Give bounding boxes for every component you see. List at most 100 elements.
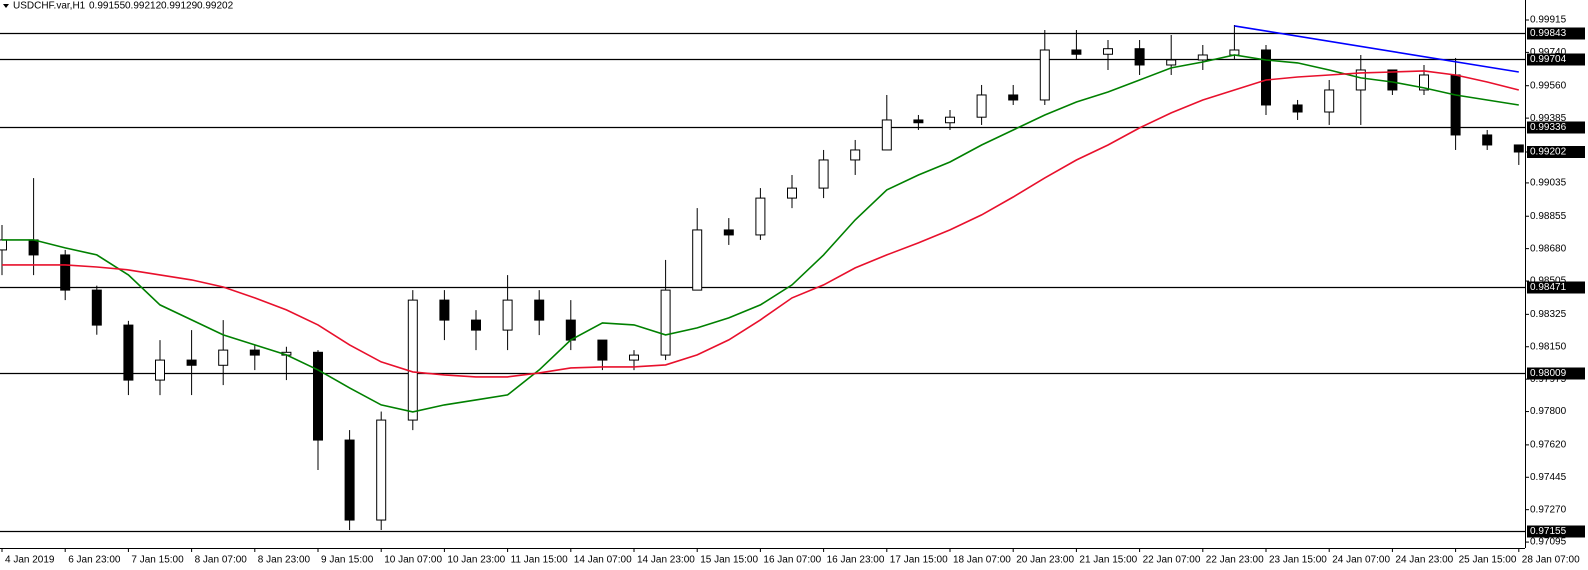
candle-body <box>1197 54 1208 61</box>
moving-average <box>2 70 1519 378</box>
bar-open: 0.99155 <box>89 1 126 12</box>
candle-body <box>0 239 7 251</box>
x-tick-label: 10 Jan 23:00 <box>447 555 505 566</box>
candle-body <box>28 239 39 256</box>
candle-body <box>502 299 513 331</box>
candle-body <box>629 354 639 361</box>
level-label: 0.99704 <box>1530 54 1567 65</box>
x-tick-label: 10 Jan 07:00 <box>384 555 442 566</box>
candle-body <box>91 289 102 326</box>
trendline <box>1234 25 1519 73</box>
candle-body <box>155 359 165 381</box>
candle-body <box>1071 49 1082 55</box>
candle-body <box>660 289 671 356</box>
candle-body <box>1450 74 1461 136</box>
y-tick-label: 0.97445 <box>1530 472 1567 483</box>
x-tick-label: 11 Jan 15:00 <box>511 555 569 566</box>
x-tick-label: 6 Jan 23:00 <box>68 555 121 566</box>
x-tick-label: 24 Jan 23:00 <box>1395 555 1453 566</box>
x-tick-label: 21 Jan 15:00 <box>1079 555 1137 566</box>
bar-close: 0.99202 <box>197 1 234 12</box>
x-tick-label: 22 Jan 23:00 <box>1206 555 1264 566</box>
y-tick-label: 0.99560 <box>1530 80 1567 91</box>
candle-body <box>787 187 797 199</box>
header: USDCHF.var,H1 0.99155 0.99212 0.99129 0.… <box>13 1 234 12</box>
candle-body <box>976 94 987 118</box>
candle-body <box>376 419 387 521</box>
x-tick-label: 4 Jan 2019 <box>5 555 55 566</box>
y-tick-label: 0.99035 <box>1530 178 1567 189</box>
candle-body <box>1261 49 1271 106</box>
candle-body <box>471 319 481 331</box>
candle-body <box>1387 69 1398 91</box>
candle-body <box>249 349 260 356</box>
candle-body <box>597 339 608 361</box>
y-tick-label: 0.98150 <box>1530 341 1567 352</box>
level-label-box <box>1527 121 1585 134</box>
candle-body <box>565 319 576 341</box>
y-tick-label: 0.99915 <box>1530 15 1567 26</box>
candle-body <box>186 359 197 366</box>
current-price-box <box>1527 145 1585 158</box>
candle-body <box>1355 69 1366 91</box>
x-tick-label: 8 Jan 23:00 <box>258 555 311 566</box>
candle-body <box>1008 94 1019 101</box>
level-label-box <box>1527 53 1585 66</box>
candle-body <box>1103 48 1113 55</box>
symbol: USDCHF.var,H1 <box>13 1 86 12</box>
x-tick-label: 28 Jan 07:00 <box>1522 555 1580 566</box>
candle-body <box>60 254 71 291</box>
candle-body <box>881 119 892 151</box>
level-label: 0.98471 <box>1530 282 1567 293</box>
y-tick-label: 0.97270 <box>1530 504 1567 515</box>
y-tick-label: 0.99740 <box>1530 47 1567 58</box>
current-price-label: 0.99202 <box>1530 147 1567 158</box>
y-tick-label: 0.98325 <box>1530 309 1567 320</box>
x-tick-label: 14 Jan 23:00 <box>637 555 695 566</box>
candle-body <box>1039 49 1050 101</box>
candle-body <box>1166 59 1177 66</box>
candle-body <box>313 351 323 441</box>
y-tick-label: 0.97095 <box>1530 537 1567 548</box>
candle-body <box>1419 74 1429 91</box>
y-tick-label: 0.98505 <box>1530 276 1567 287</box>
candle-body <box>818 159 829 189</box>
x-tick-label: 15 Jan 15:00 <box>700 555 758 566</box>
y-tick-label: 0.98855 <box>1530 211 1567 222</box>
level-label: 0.99336 <box>1530 122 1567 133</box>
candle-body <box>945 116 955 124</box>
level-label-box <box>1527 525 1585 538</box>
y-tick-label: 0.97800 <box>1530 406 1567 417</box>
candle-body <box>692 229 703 291</box>
x-tick-label: 16 Jan 07:00 <box>763 555 821 566</box>
y-tick-label: 0.98680 <box>1530 243 1567 254</box>
candle-body <box>123 324 134 381</box>
x-tick-label: 18 Jan 07:00 <box>953 555 1011 566</box>
bar-low: 0.99129 <box>161 1 198 12</box>
x-tick-label: 25 Jan 15:00 <box>1459 555 1517 566</box>
candle-body <box>850 149 861 161</box>
level-label: 0.99843 <box>1530 28 1567 39</box>
y-tick-label: 0.99385 <box>1530 113 1567 124</box>
x-tick-label: 17 Jan 15:00 <box>890 555 948 566</box>
candle-body <box>1513 144 1524 153</box>
candle-body <box>1324 89 1335 113</box>
candle-body <box>407 299 418 421</box>
candle-body <box>344 439 355 521</box>
x-tick-label: 20 Jan 23:00 <box>1016 555 1074 566</box>
candle-body <box>1482 134 1493 146</box>
menu-arrow[interactable] <box>3 4 9 8</box>
x-tick-label: 24 Jan 07:00 <box>1332 555 1390 566</box>
candle-body <box>755 197 766 236</box>
candle-body <box>1292 104 1303 113</box>
x-tick-label: 9 Jan 15:00 <box>321 555 374 566</box>
y-tick-label: 0.97620 <box>1530 440 1567 451</box>
x-tick-label: 16 Jan 23:00 <box>827 555 885 566</box>
candle-body <box>1134 48 1145 66</box>
level-label-box <box>1527 367 1585 380</box>
x-tick-label: 8 Jan 07:00 <box>195 555 248 566</box>
candle-body <box>723 229 734 236</box>
candle-body <box>218 349 229 366</box>
